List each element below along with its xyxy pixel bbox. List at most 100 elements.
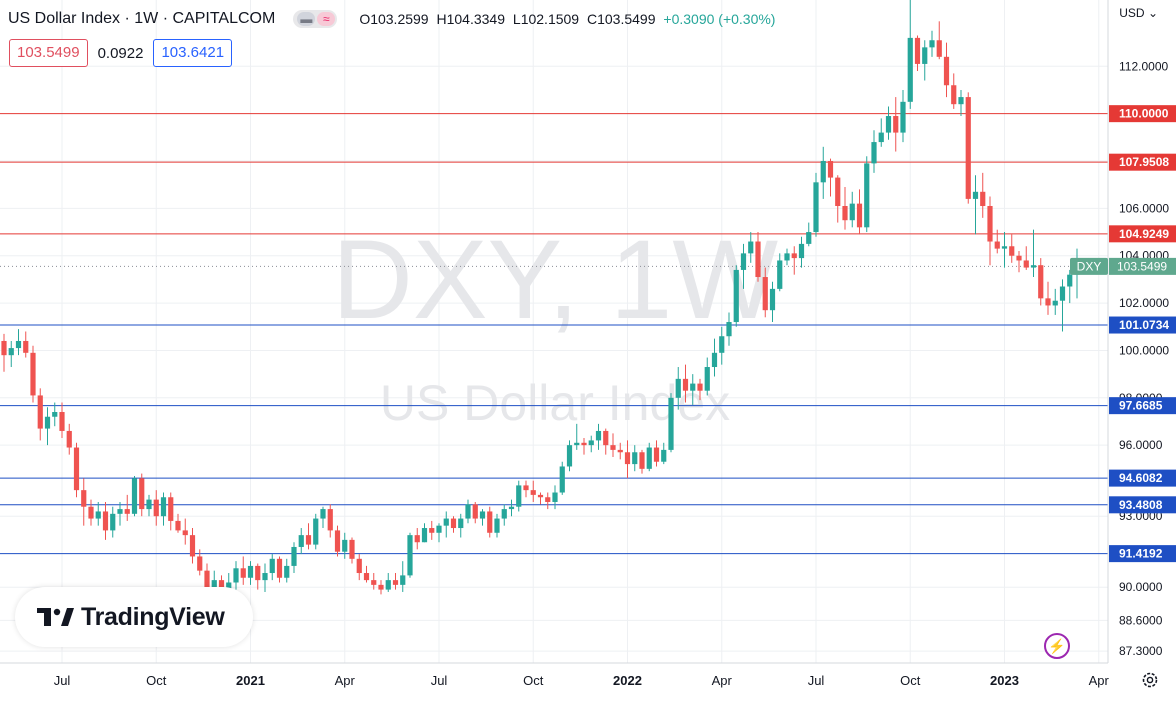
gear-icon[interactable] [1140,670,1160,690]
indicator-toggle-pill[interactable]: ▬ ≈ [293,10,338,28]
candle-body-down [392,580,399,585]
candle-body-up [733,269,739,323]
lightning-icon[interactable]: ⚡ [1044,633,1070,659]
sell-price-button[interactable]: 103.5499 [9,39,88,67]
candle-body-down [255,565,261,581]
buy-price-button[interactable]: 103.6421 [153,39,233,67]
candle-body-down [639,452,645,469]
candle-body-up [110,513,116,531]
candle-body-down [23,340,29,353]
time-tick-label: Apr [335,673,356,688]
candle-body-up [740,253,747,270]
candle-body-down [81,490,87,507]
candle-body-up [400,575,406,585]
candle-body-down [856,203,863,228]
candle-body-down [914,37,921,64]
candle-body-up [160,497,167,517]
watermark-symbol: DXY, 1W [332,217,778,342]
candle-body-down [523,485,529,491]
price-tick-label: 90.0000 [1119,580,1163,594]
candle-body-up [385,580,391,590]
candle-body-up [320,509,326,519]
level-price-label: 104.9249 [1119,227,1169,241]
candle-body-down [987,206,993,242]
candle-body-down [218,580,225,590]
candle-body-up [291,546,297,566]
candle-body-down [1023,260,1029,268]
time-tick-label: Jul [431,673,448,688]
candle-body-up [690,383,696,391]
candle-body-down [124,509,130,514]
candle-body-up [508,506,515,510]
trade-box-row: 103.5499 0.0922 103.6421 [9,39,233,67]
approx-icon[interactable]: ≈ [317,12,336,26]
level-price-label: 110.0000 [1119,107,1169,121]
price-tick-label: 100.0000 [1119,343,1169,357]
last-price-marker: DXY 103.5499 [1070,257,1176,275]
horizontal-levels[interactable] [0,113,1108,555]
candle-body-down [762,277,768,311]
candle-body-up [972,191,979,199]
candle-body-up [95,511,101,519]
candle-body-down [88,506,94,519]
time-tick-label: Apr [712,673,733,688]
candle-body-up [298,535,304,547]
candle-body-up [131,478,138,514]
candle-body-down [537,494,544,498]
candle-body-down [334,530,341,552]
candle-body-up [632,452,638,465]
time-axis-ticks[interactable]: Jul Oct 2021 Apr Jul Oct 2022 Apr Jul Oct 2023 Apr [54,673,1110,688]
time-tick-label: 2021 [236,673,265,688]
candle-body-up [806,232,812,244]
candle-body-down [994,241,1000,249]
level-price-badge [1109,225,1176,243]
currency-selector[interactable]: USD ⌄ [1119,6,1158,20]
candle-body-up [574,442,580,446]
candle-body-down [30,352,36,396]
candle-body-up [284,565,290,578]
candle-body-up [211,580,217,592]
candle-body-up [726,322,732,337]
candle-body-up [8,348,14,356]
close-value: C103.5499 [586,11,656,27]
chevron-down-icon: ⌄ [1147,6,1158,20]
candle-body-down [951,85,957,105]
candle-body-down [356,558,362,574]
minus-icon[interactable]: ▬ [297,12,316,26]
candle-body-down [682,378,689,391]
candle-body-up [661,449,667,462]
candle-body-down [835,177,841,207]
candle-body-up [247,565,254,578]
candle-body-down [472,504,478,519]
candle-body-down [59,412,65,431]
candle-body-down [943,56,950,86]
candle-body-up [907,37,913,102]
candle-body-down [545,497,551,502]
time-tick-label: Oct [523,673,544,688]
price-tick-label: 106.0000 [1119,201,1169,215]
level-price-label: 97.6685 [1119,399,1163,413]
candle-body-down [827,161,834,178]
candle-body-down [73,447,80,491]
candle-body-up [559,466,565,493]
ohlc-readout: O103.2599 H104.3349 L102.1509 C103.5499 … [359,11,779,27]
candle-body-down [980,191,986,207]
candle-body-up [465,504,471,519]
candle-body-up [421,528,428,543]
level-price-labels: 110.0000 107.9508 104.9249 101.0734 97.6685 9… [1109,105,1176,563]
tradingview-wordmark: TradingView [81,602,225,631]
candle-body-down [37,395,43,429]
candle-body-down [1038,265,1044,299]
tradingview-logo[interactable]: TradingView [15,587,253,647]
candle-body-up [501,509,507,519]
candle-body-down [653,447,660,462]
candle-body-down [965,97,971,199]
level-price-label: 101.0734 [1119,318,1169,332]
candle-body-up [958,97,964,105]
level-price-badge [1109,496,1176,514]
candle-body-up [15,340,22,349]
candle-body-down [66,430,72,448]
candle-body-up [719,336,725,353]
symbol-title[interactable]: US Dollar Index · 1W · CAPITALCOM [8,10,276,27]
